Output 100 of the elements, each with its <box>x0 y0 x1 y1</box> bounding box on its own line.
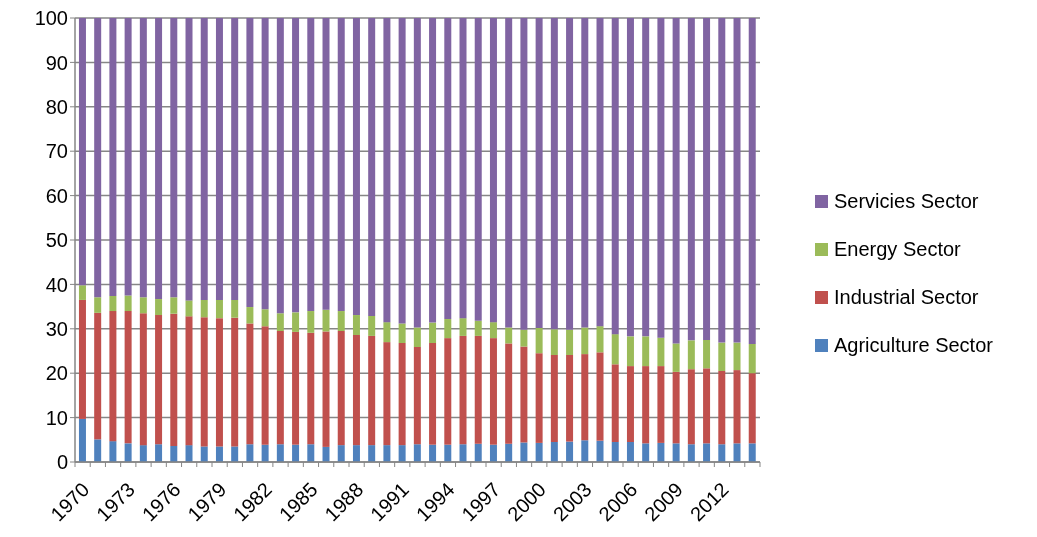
bar <box>596 352 604 441</box>
bar <box>292 18 300 313</box>
bar <box>657 337 665 367</box>
bar <box>124 295 132 312</box>
legend-label: Servicies Sector <box>834 189 979 213</box>
bar <box>626 18 634 337</box>
bar <box>139 445 147 462</box>
y-tick-label: 100 <box>34 7 68 30</box>
bar <box>611 364 619 443</box>
bar <box>566 329 574 355</box>
bar <box>657 366 665 443</box>
bar <box>276 313 284 332</box>
bar <box>109 441 117 462</box>
bar <box>78 18 86 286</box>
bar <box>703 443 711 462</box>
y-tick-label: 0 <box>56 451 68 474</box>
bar <box>337 311 345 332</box>
bar <box>748 443 756 462</box>
bar <box>413 327 421 347</box>
bar <box>611 18 619 335</box>
bar <box>550 18 558 330</box>
legend-label: Agriculture Sector <box>834 333 993 357</box>
bar <box>185 300 193 317</box>
bar <box>429 18 437 323</box>
bar <box>307 18 315 312</box>
bar <box>307 332 315 445</box>
bar <box>429 322 437 344</box>
bar <box>139 18 147 298</box>
bar <box>611 442 619 462</box>
bar <box>672 371 680 444</box>
bar <box>261 326 269 445</box>
bar <box>352 315 360 336</box>
bar <box>109 295 117 312</box>
bar <box>474 320 482 336</box>
bar <box>520 442 528 462</box>
bar <box>78 299 86 419</box>
bar <box>489 18 497 323</box>
bar <box>718 342 726 371</box>
bar <box>687 18 695 341</box>
bar <box>322 331 330 447</box>
bar <box>596 440 604 462</box>
bar <box>109 18 117 296</box>
bar <box>657 442 665 462</box>
bar <box>581 440 589 462</box>
bar <box>215 446 223 462</box>
bar <box>276 331 284 445</box>
bar <box>626 336 634 367</box>
bar <box>642 18 650 337</box>
bar <box>231 317 239 447</box>
bar <box>444 444 452 462</box>
y-tick-label: 40 <box>45 273 68 296</box>
bar <box>489 322 497 339</box>
bar <box>566 441 574 462</box>
bar <box>200 446 208 462</box>
bar <box>535 353 543 443</box>
bar <box>124 443 132 462</box>
bar <box>581 354 589 441</box>
bar <box>459 444 467 462</box>
y-tick-label: 70 <box>45 140 68 163</box>
bar <box>566 18 574 330</box>
bar <box>429 343 437 445</box>
bar <box>261 309 269 327</box>
bar <box>215 318 223 447</box>
bar <box>368 445 376 462</box>
bar <box>596 18 604 327</box>
bar <box>413 347 421 445</box>
bar <box>124 311 132 444</box>
bar <box>611 334 619 365</box>
bar <box>200 299 208 318</box>
bar <box>276 18 284 314</box>
bar <box>322 309 330 332</box>
bar <box>170 18 178 298</box>
bar <box>94 18 102 298</box>
legend-label: Energy Sector <box>834 237 961 261</box>
bar <box>642 366 650 444</box>
bar <box>550 355 558 443</box>
bar <box>307 311 315 333</box>
bar <box>733 370 741 444</box>
bar <box>703 339 711 369</box>
bar <box>231 446 239 462</box>
bar <box>200 317 208 447</box>
bar <box>383 445 391 462</box>
bar <box>337 18 345 312</box>
bar <box>581 327 589 355</box>
bar <box>94 297 102 313</box>
bar <box>459 318 467 336</box>
bar <box>292 444 300 462</box>
bar <box>459 335 467 445</box>
bar <box>672 18 680 344</box>
y-tick-label: 80 <box>45 95 68 118</box>
bar <box>520 18 528 330</box>
y-tick-label: 10 <box>45 406 68 429</box>
bar <box>444 319 452 339</box>
bar <box>215 18 223 300</box>
bar <box>124 18 132 296</box>
bar <box>246 18 254 308</box>
bar <box>489 338 497 445</box>
bar <box>368 18 376 316</box>
bar <box>626 366 634 443</box>
bar <box>276 444 284 462</box>
